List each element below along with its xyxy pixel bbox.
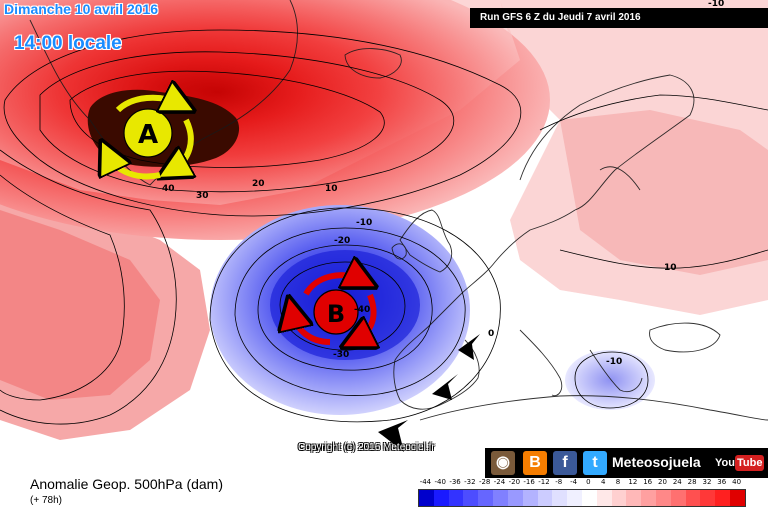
- legend-swatch: [670, 490, 686, 506]
- legend-swatch: [448, 490, 464, 506]
- contour-label: -10: [708, 0, 724, 9]
- legend-swatch: [567, 490, 582, 506]
- social-bar: ◉ B f t Meteosojuela You Tube: [485, 448, 768, 478]
- legend-color-scale: [418, 489, 746, 507]
- low-pressure-symbol: B: [292, 275, 374, 342]
- valid-time: 14:00 locale: [14, 33, 122, 54]
- legend-value: -8: [555, 478, 563, 486]
- legend-value: -40: [434, 478, 446, 486]
- legend-swatch: [626, 490, 642, 506]
- contour-label: -30: [333, 350, 349, 360]
- brand-name: Meteosojuela: [612, 454, 701, 470]
- contour-label: 10: [664, 263, 677, 273]
- blogger-icon[interactable]: B: [523, 451, 547, 475]
- legend-value: -16: [523, 478, 535, 486]
- legend-value: 20: [658, 478, 667, 486]
- legend-swatch: [656, 490, 671, 506]
- legend-swatch: [522, 490, 538, 506]
- lead-time: (+ 78h): [30, 495, 62, 506]
- legend-value: -12: [538, 478, 550, 486]
- legend-swatch: [463, 490, 479, 506]
- instagram-icon[interactable]: ◉: [491, 451, 515, 475]
- legend-value: -28: [478, 478, 491, 486]
- twitter-icon[interactable]: t: [583, 451, 607, 475]
- legend-value: 0: [586, 478, 591, 486]
- legend-swatch: [641, 490, 656, 506]
- legend-value: 32: [702, 478, 712, 486]
- legend-swatch: [552, 490, 568, 506]
- legend-values: -44 -40 -36 -32 -28 -24 -20 -16 -12 -8 -4 0 4 8 12 16 20…: [408, 478, 754, 490]
- field-title: Anomalie Geop. 500hPa (dam): [30, 476, 223, 492]
- legend-value: 28: [687, 478, 697, 486]
- legend-swatch: [507, 490, 523, 506]
- contour-label: 0: [488, 329, 494, 339]
- high-pressure-symbol: A: [108, 98, 191, 177]
- legend-value: -32: [464, 478, 476, 486]
- contour-label: 20: [252, 179, 265, 189]
- legend-value: 40: [732, 478, 742, 486]
- contour-label: 10: [325, 184, 338, 194]
- legend-swatch: [433, 490, 449, 506]
- contour-label: -20: [334, 236, 350, 246]
- wind-arrows: [378, 334, 480, 452]
- legend-value: -4: [570, 478, 578, 486]
- legend-value: -24: [493, 478, 506, 486]
- legend-value: 12: [628, 478, 638, 486]
- high-letter: A: [138, 120, 158, 150]
- low-letter: B: [327, 300, 345, 328]
- legend-value: 16: [643, 478, 653, 486]
- contour-label: 30: [196, 191, 209, 201]
- contour-label: -10: [356, 218, 372, 228]
- facebook-icon[interactable]: f: [553, 451, 577, 475]
- legend-swatch: [700, 490, 716, 506]
- legend-swatch: [685, 490, 701, 506]
- legend-value: 8: [615, 478, 621, 486]
- legend-swatch: [581, 490, 597, 506]
- model-run-label: Run GFS 6 Z du Jeudi 7 avril 2016: [470, 8, 768, 28]
- legend-value: 24: [672, 478, 682, 486]
- legend-swatch: [715, 490, 731, 506]
- legend-value: 36: [717, 478, 727, 486]
- legend-swatch: [730, 490, 745, 506]
- youtube-icon[interactable]: You Tube: [715, 455, 765, 471]
- legend-value: -44: [419, 478, 432, 486]
- copyright-notice: Copyright (c) 2016 Meteociel.fr: [298, 442, 435, 453]
- contour-label: -10: [606, 357, 622, 367]
- legend-swatch: [611, 490, 627, 506]
- legend-swatch: [478, 490, 494, 506]
- legend-swatch: [493, 490, 508, 506]
- legend-swatch: [537, 490, 553, 506]
- legend-value: -20: [508, 478, 521, 486]
- legend-value: -36: [449, 478, 461, 486]
- contour-label: -40: [354, 305, 370, 315]
- valid-date: Dimanche 10 avril 2016: [4, 1, 159, 17]
- contour-label: 40: [162, 184, 175, 194]
- legend-swatch: [596, 490, 612, 506]
- legend-value: 4: [600, 478, 606, 486]
- legend-swatch: [419, 490, 434, 506]
